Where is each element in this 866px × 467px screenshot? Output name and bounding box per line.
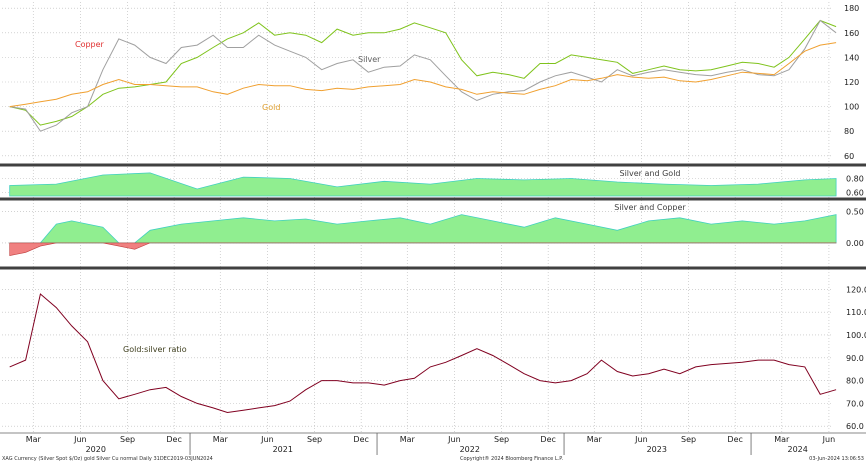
y-tick-label: 100.0: [846, 331, 866, 340]
panel-divider: [0, 163, 866, 167]
area-fill-negative: [9, 242, 837, 256]
x-tick-label: Sep: [681, 435, 696, 444]
y-tick-label: 90.0: [846, 354, 864, 363]
panel-divider: [0, 266, 866, 270]
x-year-label: 2023: [647, 445, 667, 454]
y-tick-label: 0.50: [846, 207, 864, 216]
ratio-annotation: Gold:silver ratio: [123, 345, 187, 354]
panel-divider: [0, 197, 866, 201]
x-tick-label: Mar: [26, 435, 42, 444]
x-tick-label: Dec: [166, 435, 181, 444]
footer-right: 03-Jun-2024 13:06:53: [809, 456, 864, 462]
panel-title: Silver and Copper: [614, 203, 686, 212]
x-year-label: 2021: [273, 445, 293, 454]
x-tick-label: Jun: [73, 435, 87, 444]
y-tick-label: 0.60: [846, 189, 864, 198]
series-line-silver: [9, 19, 837, 132]
y-tick-label: 80.0: [846, 377, 864, 386]
x-tick-label: Mar: [587, 435, 603, 444]
x-tick-label: Jun: [260, 435, 274, 444]
series-annotation-copper: Copper: [75, 40, 105, 49]
x-tick-label: Sep: [494, 435, 509, 444]
area-fill-positive: [9, 214, 837, 244]
series-annotation-gold: Gold: [262, 103, 280, 112]
y-tick-label: 160: [844, 29, 859, 38]
series-annotation-silver: Silver: [358, 55, 381, 64]
y-tick-label: 100: [844, 103, 859, 112]
y-tick-label: 0.00: [846, 239, 864, 248]
y-tick-label: 140: [844, 53, 859, 62]
x-tick-label: Jun: [634, 435, 648, 444]
axis-layer: 60 80 100 120 140 160 180 0.60 0.80 0.00 0.50 60.0 7…: [0, 4, 866, 455]
x-year-label: 2022: [460, 445, 480, 454]
footer-center: Copyright® 2024 Bloomberg Finance L.P.: [460, 455, 563, 462]
area-fill-positive: [9, 172, 837, 197]
y-tick-label: 80: [844, 127, 854, 136]
x-tick-label: Sep: [307, 435, 322, 444]
x-tick-label: Dec: [540, 435, 555, 444]
y-tick-label: 120.0: [846, 285, 866, 294]
y-tick-label: 70.0: [846, 399, 864, 408]
y-tick-label: 0.80: [846, 175, 864, 184]
y-tick-label: 110.0: [846, 308, 866, 317]
y-tick-label: 180: [844, 4, 859, 13]
panel-title: Silver and Gold: [620, 169, 681, 178]
label-layer: Silver and Gold Silver and Copper Copper Si…: [75, 40, 686, 354]
x-tick-label: Jun: [822, 435, 836, 444]
footer-left: XAG Currency (Silver Spot $/Oz) gold Sil…: [2, 456, 213, 462]
y-tick-label: 120: [844, 78, 859, 87]
x-tick-label: Mar: [213, 435, 229, 444]
x-tick-label: Mar: [400, 435, 416, 444]
y-tick-label: 60: [844, 152, 854, 161]
x-year-label: 2020: [86, 445, 106, 454]
y-tick-label: 60.0: [846, 422, 864, 431]
x-tick-label: Mar: [774, 435, 790, 444]
series-line-gold: [9, 42, 837, 108]
series-layer: [9, 19, 837, 414]
x-year-label: 2024: [787, 445, 807, 454]
x-tick-label: Dec: [353, 435, 368, 444]
x-tick-label: Jun: [447, 435, 461, 444]
series-line-ratio: [9, 293, 837, 414]
x-tick-label: Dec: [727, 435, 742, 444]
x-tick-label: Sep: [120, 435, 135, 444]
